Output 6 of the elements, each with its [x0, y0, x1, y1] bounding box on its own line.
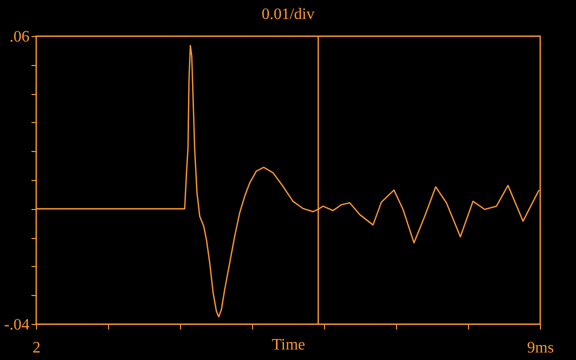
chart-title: 0.01/div	[262, 6, 314, 23]
x-tick-label: 9ms	[527, 340, 554, 356]
y-tick-label: -.04	[4, 316, 30, 334]
x-axis-title: Time	[272, 336, 306, 354]
x-tick-label: 2	[32, 340, 40, 356]
y-tick-label: .06	[10, 28, 30, 46]
